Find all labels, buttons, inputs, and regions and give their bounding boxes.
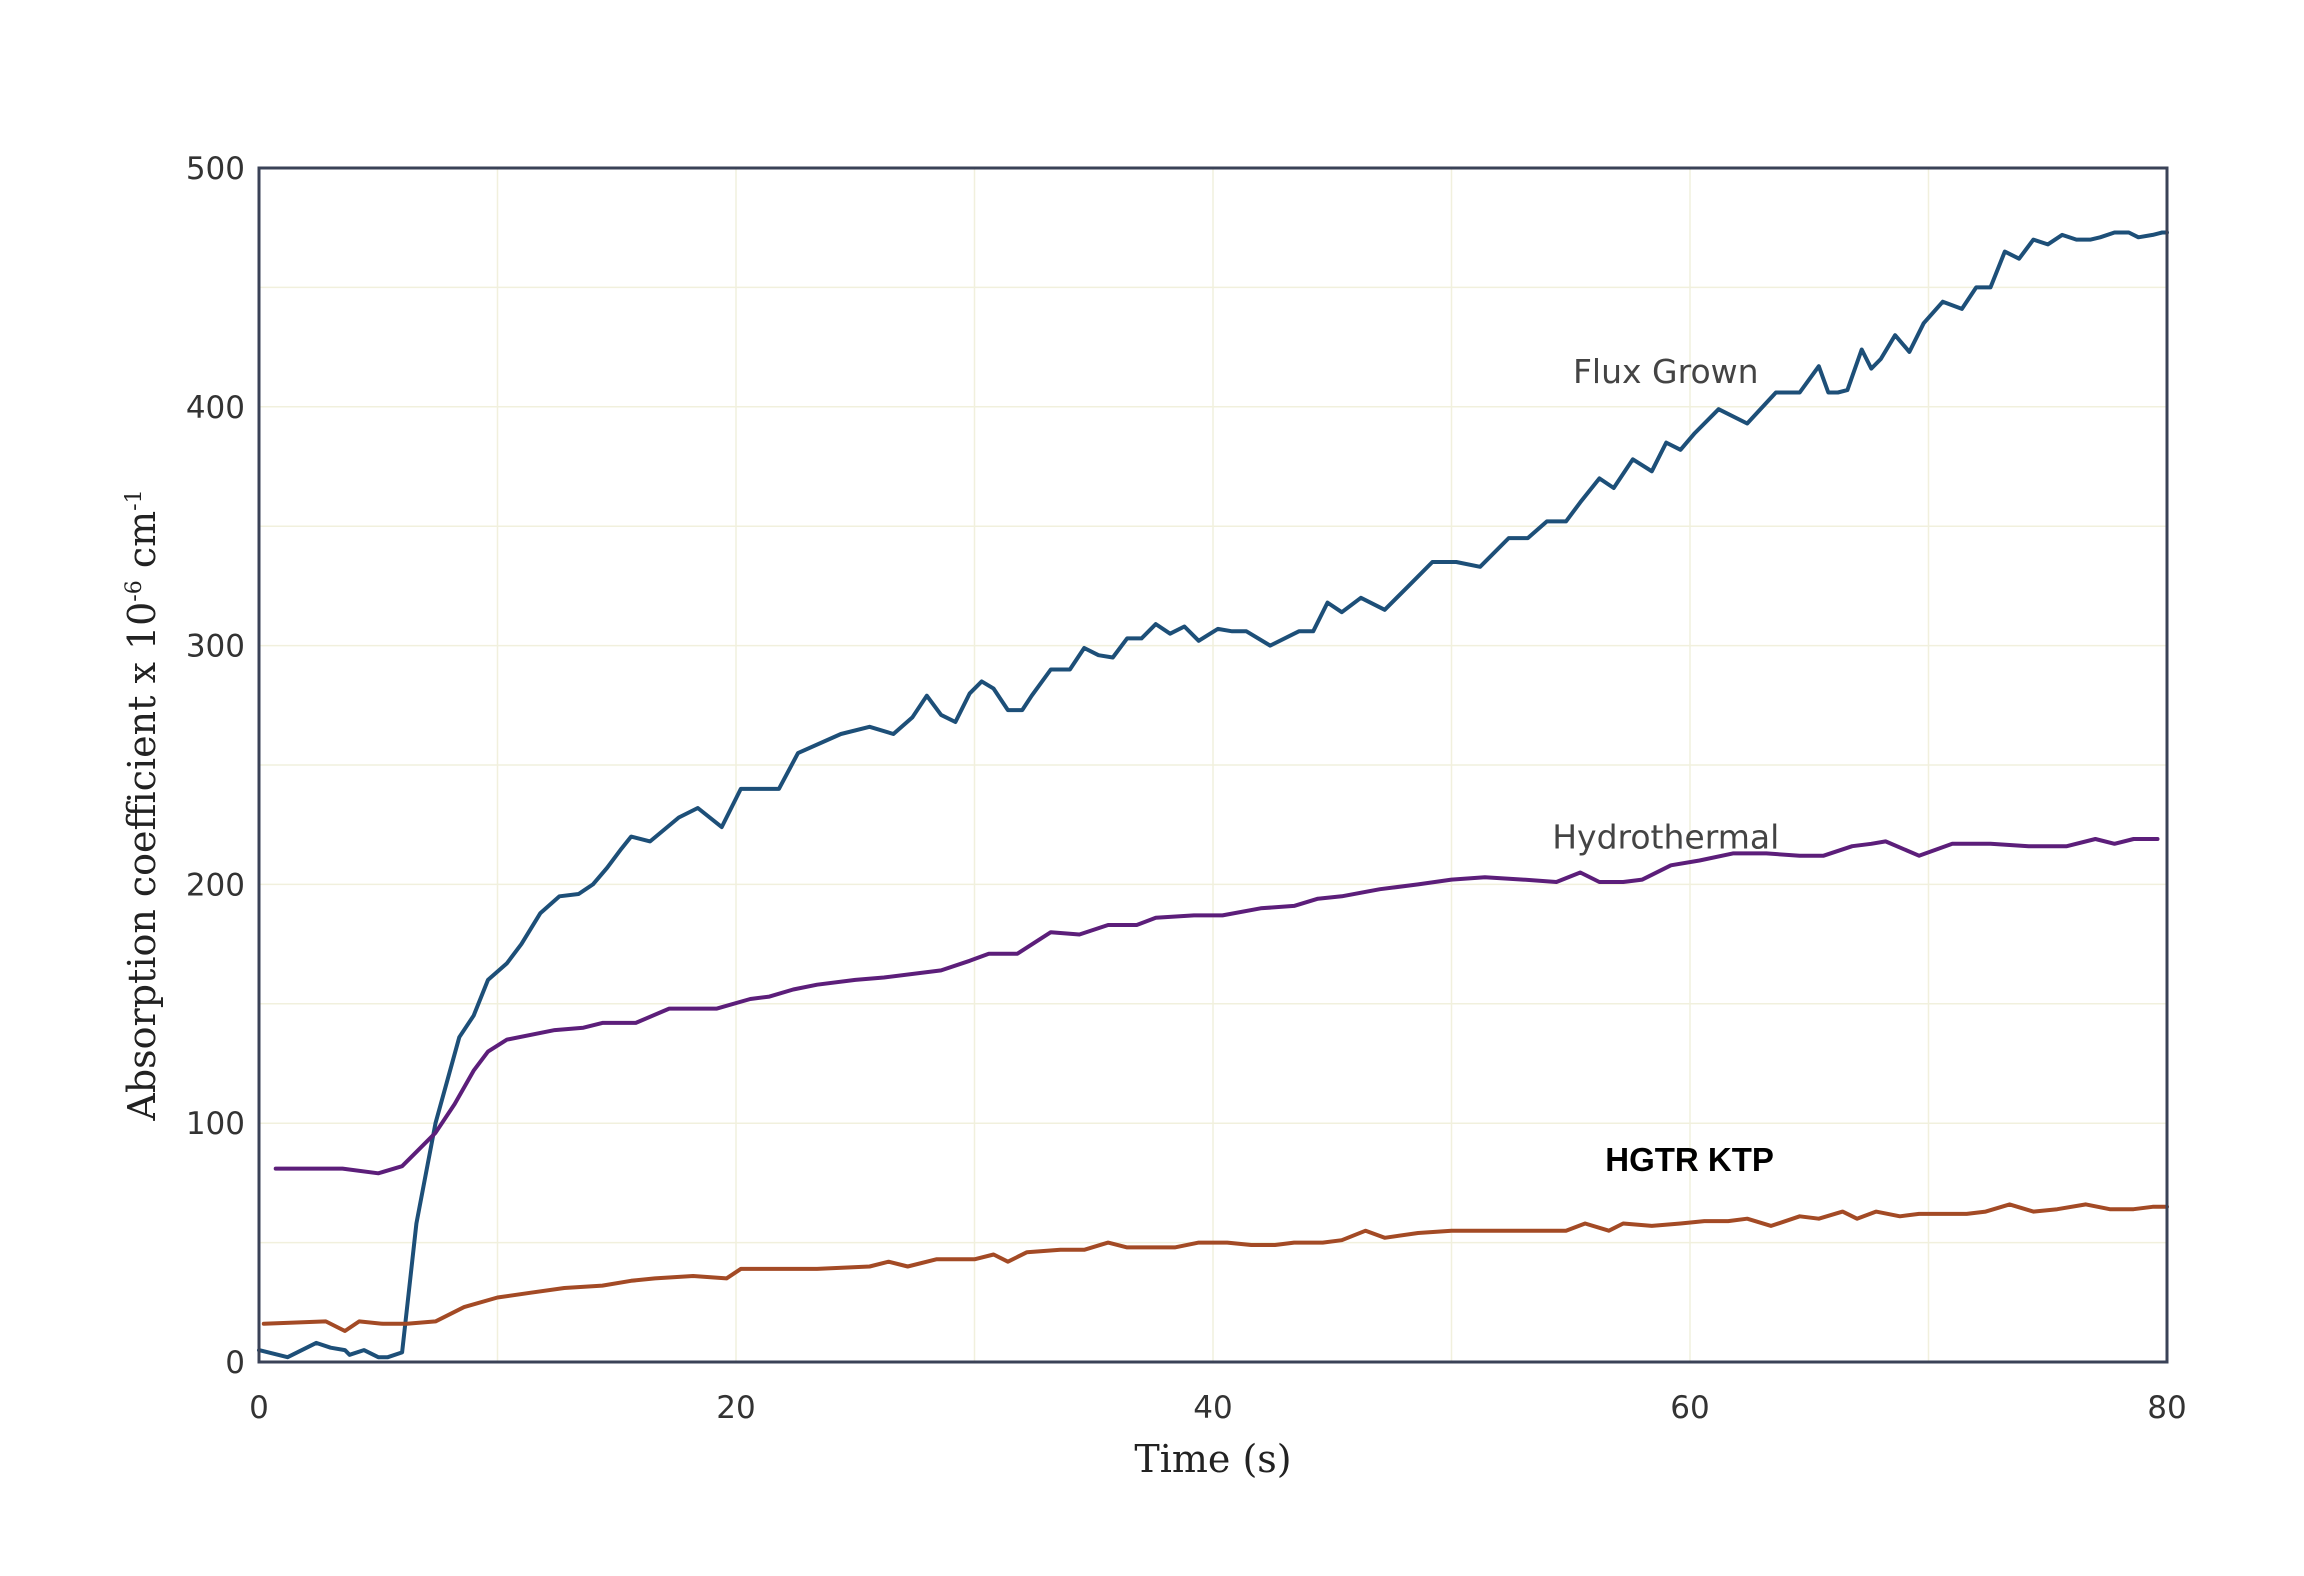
y-axis-title-exp2: -1 (122, 489, 147, 510)
series-label-flux-grown: Flux Grown (1573, 352, 1759, 391)
x-tick-label: 40 (1193, 1390, 1232, 1426)
x-tick-label: 20 (716, 1390, 755, 1426)
series-label-hydrothermal: Hydrothermal (1552, 818, 1779, 857)
series-line-hydrothermal (273, 837, 2160, 1176)
y-axis-title-main: Absorption coefficient x 10 (120, 602, 164, 1122)
y-tick-label: 400 (186, 390, 245, 426)
tick-labels: 0 20 40 60 80 0 100 200 300 400 500 (186, 151, 2187, 1426)
y-tick-label: 200 (186, 867, 245, 903)
x-axis-title: Time (s) (1134, 1437, 1291, 1481)
y-axis-title-exp1: -6 (122, 580, 147, 601)
y-axis-title: Absorption coefficient x 10-6 cm-1 (120, 489, 164, 1121)
x-tick-label: 80 (2147, 1390, 2186, 1426)
x-tick-label: 0 (249, 1390, 269, 1426)
series-layer (257, 230, 2169, 1360)
series-labels: Flux Grown Hydrothermal HGTR KTP (1552, 352, 1779, 1178)
y-tick-label: 500 (186, 151, 245, 187)
plot-frame (257, 166, 2169, 1364)
y-tick-label: 0 (225, 1345, 245, 1381)
y-axis-title-mid: cm (120, 511, 164, 580)
y-tick-label: 300 (186, 629, 245, 665)
x-tick-label: 60 (1670, 1390, 1709, 1426)
y-tick-label: 100 (186, 1106, 245, 1142)
grid (259, 168, 2167, 1362)
series-label-hgtr-ktp: HGTR KTP (1605, 1141, 1774, 1178)
series-line-hgtr-ktp (261, 1202, 2169, 1333)
series-line-flux-grown (257, 230, 2169, 1360)
